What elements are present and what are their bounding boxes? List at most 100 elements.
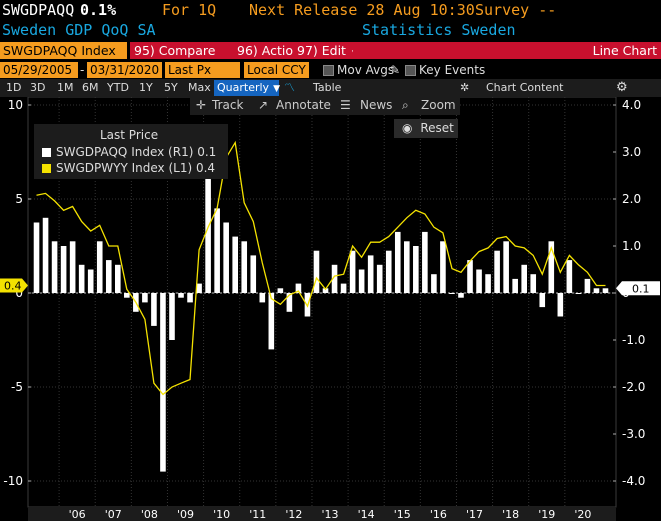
edit-button[interactable]: 97) Edit▾ [293,42,357,59]
right-current-label: 0.1 [632,282,650,295]
bar-mark [187,293,193,303]
period-6m[interactable]: 6M [82,81,99,94]
bar-mark [142,293,148,303]
bar-mark [160,293,166,472]
gear-icon[interactable]: ⚙ [616,80,628,95]
chart-content-button[interactable]: Chart Content [486,81,564,94]
bar-mark [277,288,284,293]
security-field[interactable]: SWGDPAQQ Index [0,42,127,59]
right-tick-label: 2.0 [622,192,641,206]
end-date-field[interactable]: 03/31/2020 [87,62,162,78]
bar-mark [178,293,184,298]
x-tick-label: '08 [141,508,158,521]
news-button[interactable]: News [360,98,393,112]
mov-avgs-checkbox[interactable] [323,65,334,76]
chevron-down-icon: ▼ [273,84,280,94]
bar-mark [241,241,248,293]
mov-avgs-label: Mov Avgs [337,63,395,77]
chart-legend[interactable]: Last Price SWGDPAQQ Index (R1) 0.1 SWGDP… [34,124,228,179]
price-field-select[interactable]: Last Px [165,62,240,78]
bar-mark [313,250,320,293]
x-tick-label: '07 [105,508,122,521]
line-chart-icon[interactable]: 〽 [284,81,295,94]
reset-button[interactable]: ◉ Reset [394,119,458,138]
bar-mark [232,236,239,293]
pencil-icon[interactable]: ✎ [390,63,401,77]
chart-type-button[interactable]: Line Chart [353,42,661,59]
x-tick-label: '15 [394,508,411,521]
bar-mark [413,246,419,293]
news-icon[interactable]: ☰ [340,98,351,112]
settings-small-icon[interactable]: ✲ [460,81,470,94]
table-button[interactable]: Table [313,81,342,94]
current-value-markers: 0.4 0.1 [0,278,660,296]
bar-mark [358,269,365,293]
bar-mark [69,241,76,293]
bar-mark [96,241,103,293]
left-current-marker [0,278,28,293]
x-tick-label: '18 [502,508,519,521]
legend-swatch-white [42,148,51,157]
x-tick-label: '09 [177,508,194,521]
bar-mark [114,264,121,293]
period-bar: 1D 3D 1M 6M YTD 1Y 5Y Max Quarterly ▼ 〽 T… [0,79,661,97]
reset-icon: ◉ [402,121,413,135]
bar-mark [250,255,257,293]
function-toolbar: SWGDPAQQ Index 95) Compare 96) Actions▾ … [0,41,661,60]
left-tick-label: -10 [3,474,23,488]
left-tick-label: 10 [8,98,23,112]
period-1y[interactable]: 1Y [139,81,153,94]
period-ytd[interactable]: YTD [107,81,129,94]
right-tick-label: -3.0 [622,427,645,441]
x-axis-band [28,507,616,521]
bar-mark [548,241,555,293]
period-1d[interactable]: 1D [6,81,22,94]
period-1m[interactable]: 1M [57,81,74,94]
frequency-select[interactable]: Quarterly ▼ [214,80,280,96]
bar-mark [602,288,609,293]
bar-mark [268,293,275,350]
bar-mark [566,260,573,293]
key-events-checkbox[interactable] [405,65,416,76]
bar-mark [431,274,437,293]
annotate-button[interactable]: Annotate [276,98,331,112]
x-tick-label: '11 [249,508,266,521]
period-3d[interactable]: 3D [30,81,46,94]
zoom-icon[interactable]: ⌕ [402,98,409,112]
date-separator: - [80,63,85,77]
bar-mark [385,250,392,293]
bar-mark [196,283,202,293]
bar-mark [403,241,410,293]
x-tick-label: '10 [213,508,230,521]
period-max[interactable]: Max [188,81,211,94]
right-tick-label: -4.0 [622,474,645,488]
bar-mark [51,241,58,293]
currency-select[interactable]: Local CCY [244,62,309,78]
annotate-icon[interactable]: ↗ [258,98,269,112]
track-icon[interactable]: ✛ [196,98,207,112]
bar-mark [87,269,94,293]
bar-mark [331,264,338,293]
bar-mark [376,264,383,293]
period-5y[interactable]: 5Y [164,81,178,94]
bar-mark [322,288,329,293]
x-tick-label: '16 [430,508,447,521]
start-date-field[interactable]: 05/29/2005 [0,62,78,78]
actions-button[interactable]: 96) Actions▾ [233,42,316,59]
security-name: Sweden GDP QoQ SA [2,21,156,39]
bar-mark [467,260,473,293]
bar-mark [512,278,518,293]
x-tick-label: '13 [322,508,339,521]
compare-button[interactable]: 95) Compare [130,42,234,59]
left-tick-label: 5 [15,192,23,206]
right-tick-label: -2.0 [622,380,645,394]
bar-mark [295,283,302,293]
track-button[interactable]: Track [212,98,244,112]
bar-mark [584,278,591,293]
x-axis: '06 '07 '08 '09 '10 '11 '12 '13 '14 '15 '16 '17 '18 '… [28,507,616,521]
bar-mark [449,293,455,294]
x-tick-label: '12 [285,508,302,521]
bar-mark [205,133,211,293]
zoom-button[interactable]: Zoom [421,98,456,112]
subtitle-bar: Sweden GDP QoQ SA Statistics Sweden [0,21,661,41]
